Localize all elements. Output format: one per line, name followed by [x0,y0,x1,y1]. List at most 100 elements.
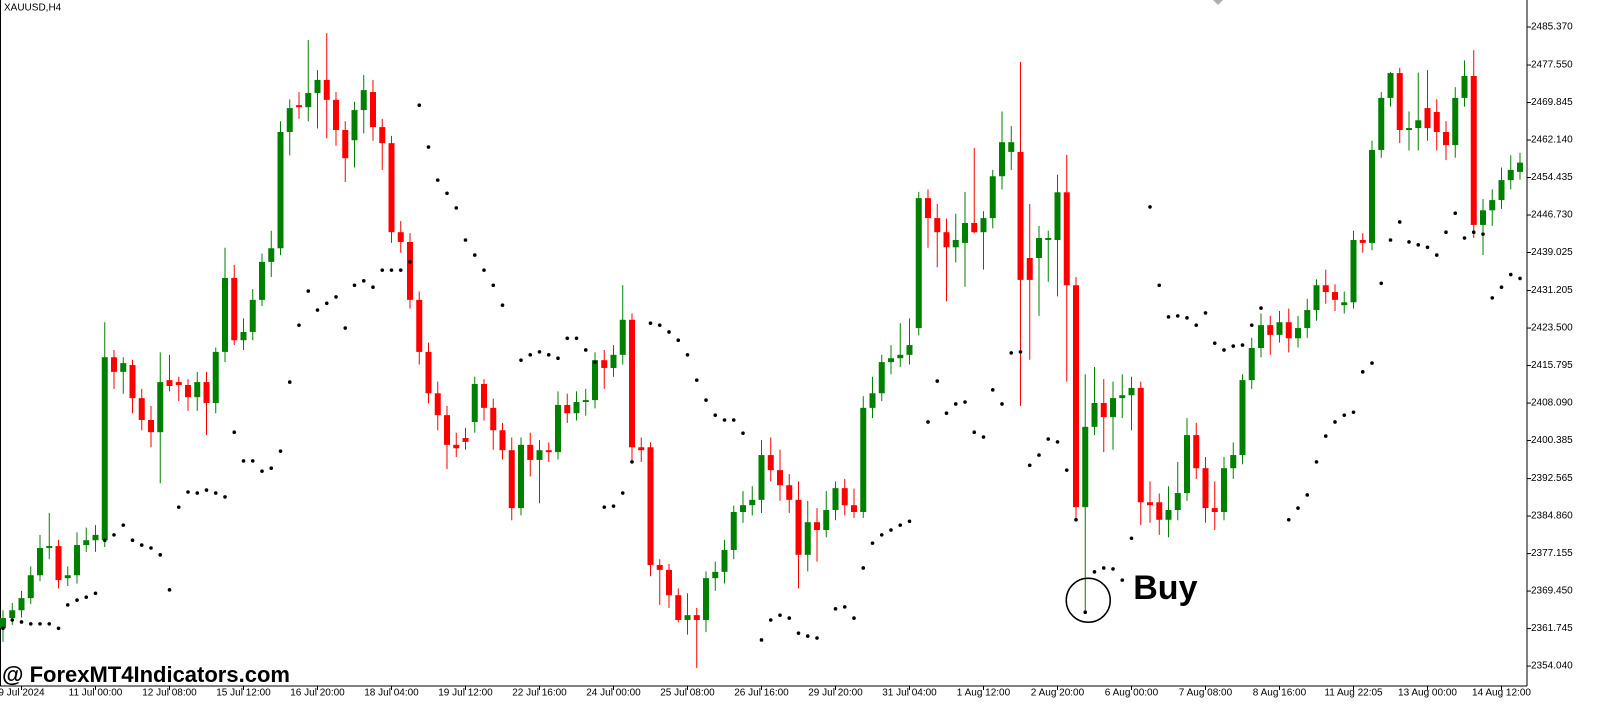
indicator-dot [232,430,237,434]
candle-body [1470,76,1477,225]
y-tick-label: 2369.450 [1531,586,1573,597]
candle-body [518,444,524,509]
candle-body [1045,238,1052,240]
indicator-dot [611,504,616,508]
indicator-dot [1064,468,1069,472]
y-tick-label: 2439.025 [1531,247,1573,258]
candle-body [46,546,53,549]
indicator-dot [139,543,144,547]
indicator-dot [1508,272,1513,277]
x-tick-label: 11 Aug 22:05 [1324,688,1383,699]
indicator-dot [445,191,449,196]
indicator-dot [1129,536,1134,541]
candle-body [55,546,62,581]
x-tick-label: 6 Aug 00:00 [1105,688,1159,699]
candle-body [721,549,728,572]
indicator-dot [907,519,912,524]
candle-body [573,402,580,414]
candle-body [1415,120,1422,129]
indicator-dot [1240,343,1245,347]
indicator-dot [482,268,486,272]
indicator-dot [1305,493,1310,497]
indicator-dot [1499,285,1504,289]
candle-body [564,404,571,414]
candle-body [989,176,996,219]
candle-body [1156,502,1163,520]
indicator-dot [287,380,292,384]
indicator-dot [1518,276,1522,281]
y-tick-label: 2462.140 [1531,135,1573,146]
candle-body [1304,310,1311,329]
indicator-dot [1009,351,1014,355]
candle-body [527,444,534,460]
indicator-dot [297,323,301,327]
candle-body [1424,108,1431,129]
indicator-dot [472,253,477,257]
candle-body [675,595,682,621]
indicator-dot [343,326,348,330]
candle-body [499,430,506,451]
indicator-dot [38,622,42,626]
candle-body [1258,325,1264,349]
indicator-dot [1360,370,1365,374]
candle-body [1137,387,1144,503]
candle-body [638,447,645,451]
candle-body [1507,169,1514,181]
indicator-dot [833,607,838,611]
indicator-dot [1166,315,1171,319]
candle-body [703,578,709,621]
indicator-dot [870,541,875,545]
indicator-dot [19,620,24,624]
indicator-dot [1000,402,1004,406]
candle-body [286,108,293,132]
candle-body [305,93,312,108]
candle-body [934,218,941,233]
candle-body [1239,380,1246,456]
x-tick-label: 16 Jul 20:00 [290,688,345,699]
candle-body [0,618,6,629]
indicator-dot [84,595,89,599]
indicator-dot [1434,253,1439,257]
indicator-dot [75,598,79,602]
indicator-dot [1212,341,1217,345]
indicator-dot [990,388,995,392]
candle-body [425,351,432,394]
x-tick-label: 25 Jul 08:00 [660,688,715,699]
candle-body [64,575,71,579]
candle-body [647,447,654,566]
indicator-dot [1416,243,1421,247]
candle-body [610,354,617,368]
candle-body [1036,238,1042,258]
candle-body [1193,435,1200,469]
indicator-dot [778,613,782,617]
candle-body [592,360,598,401]
candle-body [980,218,987,233]
candle-body [360,90,367,111]
candle-body [175,382,182,385]
indicator-dot [852,616,856,620]
indicator-dot [935,379,940,383]
indicator-dot [879,533,884,537]
candle-body [1498,180,1505,201]
candle-body [814,522,820,530]
shift-marker [1213,0,1223,5]
x-tick-label: 13 Aug 00:00 [1398,688,1457,699]
candle-body [138,398,145,421]
candle-body [712,571,719,579]
candle-body [101,357,108,541]
y-tick-label: 2431.205 [1531,285,1573,296]
indicator-dot [722,418,727,422]
candle-body [231,277,238,341]
y-tick-label: 2361.745 [1531,623,1573,634]
candle-body [1008,142,1015,152]
candle-body [27,575,34,599]
candle-body [619,319,626,355]
candle-body [582,400,589,403]
indicator-dot [1481,232,1485,236]
indicator-dot [602,505,607,509]
indicator-dot [889,528,893,532]
candle-body [212,351,219,403]
indicator-dot [630,460,634,464]
candle-body [666,569,672,596]
